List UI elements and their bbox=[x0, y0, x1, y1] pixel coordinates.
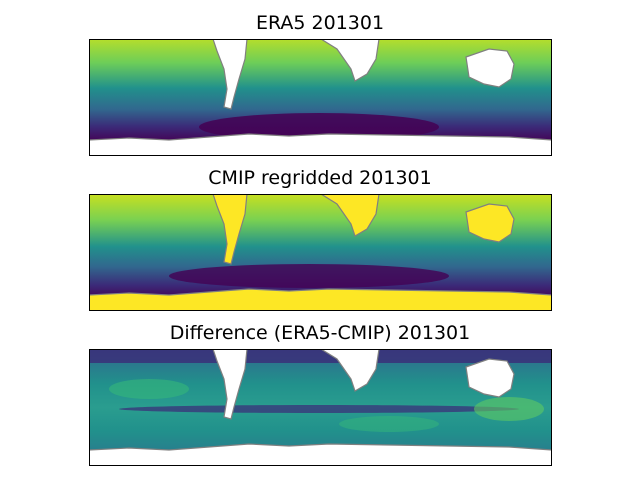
cmip-antarctica bbox=[89, 288, 552, 311]
diff-africa bbox=[319, 349, 380, 392]
diff-australia bbox=[465, 358, 515, 398]
cmip-africa bbox=[319, 194, 380, 237]
diff-green-patch-3 bbox=[339, 416, 439, 432]
cmip-trough bbox=[169, 264, 449, 288]
cmip-map bbox=[89, 194, 552, 311]
era5-australia bbox=[465, 48, 515, 88]
diff-band bbox=[119, 405, 519, 413]
cmip-south-america bbox=[212, 194, 248, 265]
era5-frame bbox=[89, 39, 552, 156]
panel-2-title: CMIP regridded 201301 bbox=[208, 167, 432, 189]
diff-green-patch-1 bbox=[109, 379, 189, 399]
panel-1-title: ERA5 201301 bbox=[255, 12, 385, 34]
diff-dark-strip-north bbox=[89, 349, 552, 363]
diff-green-patch-2 bbox=[474, 397, 544, 421]
panel-3-title: Difference (ERA5-CMIP) 201301 bbox=[169, 322, 471, 344]
era5-map bbox=[89, 39, 552, 156]
diff-south-america bbox=[212, 349, 248, 420]
difference-map bbox=[89, 349, 552, 466]
diff-antarctica bbox=[89, 443, 552, 466]
cmip-australia bbox=[465, 203, 515, 243]
cmip-frame bbox=[89, 194, 552, 311]
era5-antarctica bbox=[89, 133, 552, 156]
era5-south-america bbox=[212, 39, 248, 110]
diff-frame bbox=[89, 349, 552, 466]
era5-africa bbox=[319, 39, 380, 82]
